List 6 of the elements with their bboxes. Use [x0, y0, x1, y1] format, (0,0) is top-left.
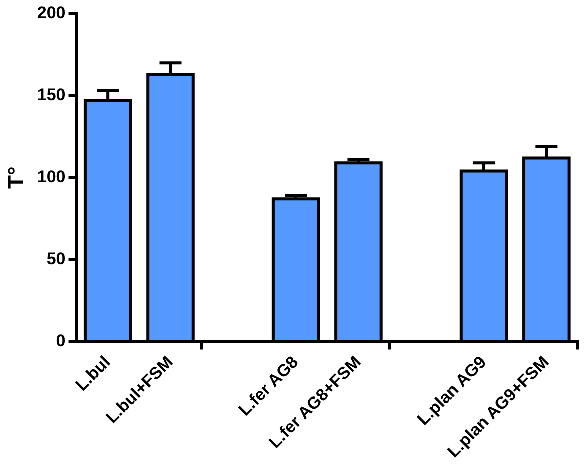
y-tick-label: 100 [37, 168, 66, 187]
y-tick-label: 200 [37, 4, 66, 23]
y-tick-label: 0 [56, 331, 66, 350]
y-tick-label: 150 [37, 86, 66, 105]
y-axis-title: T° [3, 166, 28, 189]
y-tick-label: 50 [46, 249, 66, 268]
